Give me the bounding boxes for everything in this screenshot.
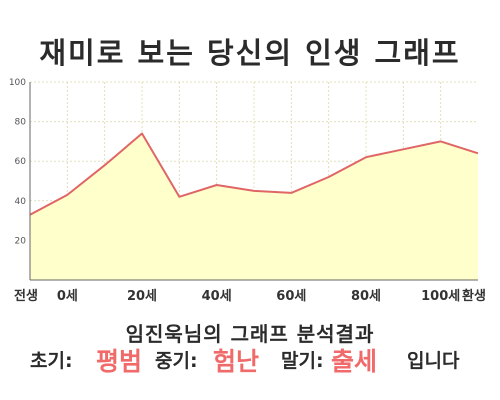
early-label: 초기:: [30, 350, 73, 372]
life-line: [29, 132, 479, 216]
late-value: 출세: [331, 347, 378, 376]
life-area-fill: [30, 133, 478, 280]
y-tick-label: 60: [15, 157, 27, 167]
y-tick-label: 40: [15, 197, 27, 207]
late-label: 말기:: [281, 350, 324, 372]
x-tick-label: 100세: [421, 289, 460, 304]
x-tick-label: 전생: [14, 288, 38, 304]
x-tick-label: 60세: [276, 289, 306, 304]
life-graph-chart: 100 80 60 40 20 전생 0세 20세 40세 60세 80세 100세 환생: [9, 78, 486, 304]
x-tick-label: 0세: [57, 289, 78, 304]
middle-label: 중기:: [155, 350, 198, 372]
x-tick-label: 환생: [462, 288, 486, 304]
x-tick-label: 40세: [202, 289, 232, 304]
result-heading: 임진욱님의 그래프 분석결과: [125, 322, 375, 346]
y-tick-label: 100: [9, 78, 26, 88]
x-tick-label: 20세: [127, 289, 157, 304]
x-tick-label: 80세: [351, 289, 381, 304]
y-tick-label: 20: [15, 236, 27, 246]
chart-axes: [29, 82, 478, 281]
page-title: 재미로 보는 당신의 인생 그래프: [39, 36, 461, 70]
chart-area: [29, 132, 479, 280]
y-tick-label: 80: [15, 118, 27, 128]
result-ending: 입니다: [407, 350, 460, 372]
middle-value: 험난: [213, 347, 260, 376]
early-value: 평범: [96, 347, 143, 376]
y-tick-labels: 100 80 60 40 20: [9, 78, 26, 246]
x-tick-labels: 전생 0세 20세 40세 60세 80세 100세 환생: [14, 288, 486, 304]
